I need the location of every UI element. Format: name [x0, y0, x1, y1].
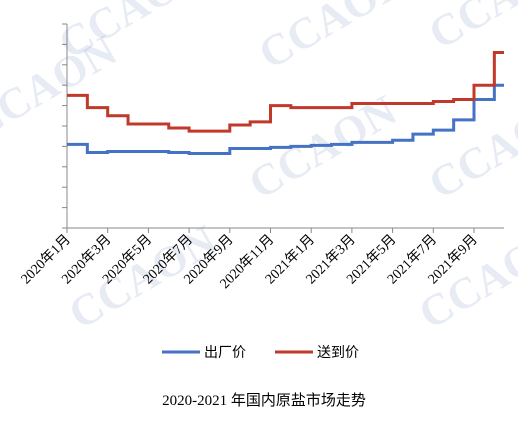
legend-label: 出厂价 [204, 345, 246, 361]
series-line [67, 83, 504, 156]
series-line [67, 51, 504, 133]
chart-title: 2020-2021 年国内原盐市场走势 [162, 392, 366, 409]
watermark: CCAON [421, 85, 518, 208]
legend-label: 送到价 [317, 345, 359, 361]
watermark: CCAON [251, 0, 415, 79]
watermark: CCAON [421, 0, 518, 59]
watermarks: CCAON CCAON CCAON CCAON CCAON CCAON CCAO… [0, 0, 518, 339]
